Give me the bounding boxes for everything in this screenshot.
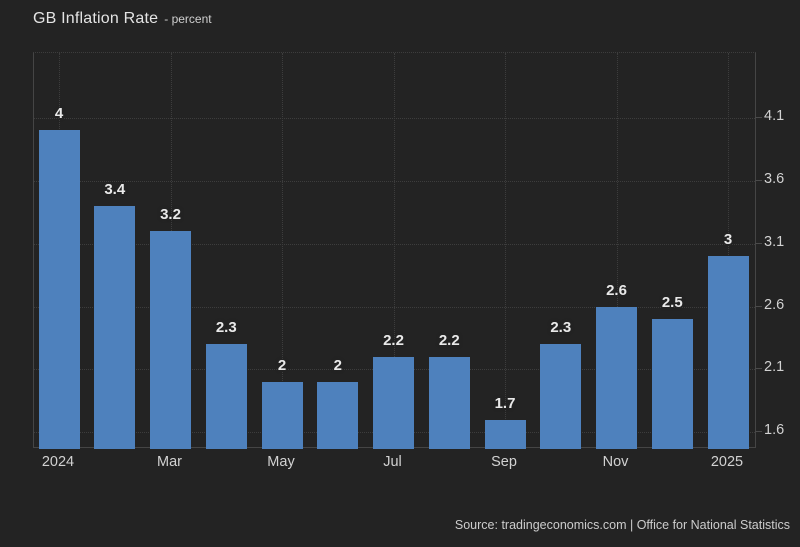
x-tick-label: Jul xyxy=(383,454,402,470)
bar-value-label: 2 xyxy=(333,357,342,375)
y-tick-label: 1.6 xyxy=(764,422,785,439)
y-axis-tick xyxy=(755,305,762,307)
bar-11[interactable] xyxy=(651,319,693,449)
v-gridline xyxy=(728,53,729,447)
y-tick-label: 3.1 xyxy=(764,233,785,250)
bar-value-label: 3.4 xyxy=(104,180,126,198)
y-tick-label: 4.1 xyxy=(764,107,785,124)
x-tick-label: Mar xyxy=(157,454,182,470)
bar-value-label: 3 xyxy=(723,231,733,249)
y-axis-tick xyxy=(755,116,762,118)
plot-area[interactable]: 4 3.4 3.2 2.3 2 2 2.2 2.2 1.7 2.3 2.6 2.5 3 xyxy=(33,52,756,449)
bar-value-label: 2.2 xyxy=(383,331,404,349)
bar-7[interactable] xyxy=(428,356,470,449)
bar-5[interactable] xyxy=(317,382,359,449)
bar-value-label: 2.3 xyxy=(215,319,237,337)
x-tick-label: May xyxy=(267,454,295,470)
v-gridline xyxy=(393,53,395,447)
x-tick-label: Sep xyxy=(491,454,517,470)
y-axis-tick xyxy=(755,368,762,370)
bar-9[interactable] xyxy=(540,344,582,449)
y-axis-tick xyxy=(755,179,762,181)
bar-4[interactable] xyxy=(261,382,303,449)
bar-2[interactable] xyxy=(150,230,191,449)
y-tick-label: 3.6 xyxy=(764,170,785,187)
bar-10[interactable] xyxy=(596,306,637,449)
v-gridline xyxy=(505,53,506,447)
chart-title: GB Inflation Rate xyxy=(33,10,159,27)
x-tick-label: 2024 xyxy=(41,454,75,470)
h-gridline xyxy=(34,117,755,119)
bar-value-label: 2 xyxy=(277,357,287,375)
h-gridline xyxy=(34,180,755,182)
bar-value-label: 2.5 xyxy=(661,294,683,312)
bar-value-label: 2.2 xyxy=(438,331,460,349)
y-tick-label: 2.1 xyxy=(764,359,785,376)
source-text: Source: tradingeconomics.com | Office fo… xyxy=(454,518,790,532)
bar-6[interactable] xyxy=(373,356,414,449)
bar-value-label: 3.2 xyxy=(160,205,181,223)
chart-subtitle: - percent xyxy=(164,12,212,26)
y-axis-tick xyxy=(755,242,762,244)
bar-value-label: 1.7 xyxy=(494,394,516,412)
y-tick-label: 2.6 xyxy=(764,296,785,313)
bar-value-label: 4 xyxy=(54,105,64,123)
bar-12[interactable] xyxy=(707,256,749,449)
x-tick-label: 2025 xyxy=(710,454,744,470)
chart-header: GB Inflation Rate - percent xyxy=(33,10,212,28)
bar-3[interactable] xyxy=(205,344,247,449)
h-gridline xyxy=(34,243,755,245)
bar-value-label: 2.3 xyxy=(550,319,572,337)
y-axis-tick xyxy=(755,431,762,433)
bar-0[interactable] xyxy=(38,130,80,449)
bar-8[interactable] xyxy=(484,419,526,449)
v-gridline xyxy=(616,53,618,447)
bar-value-label: 2.6 xyxy=(606,281,627,299)
v-gridline xyxy=(282,53,283,447)
x-tick-label: Nov xyxy=(602,454,629,470)
h-gridline xyxy=(34,306,755,308)
bar-1[interactable] xyxy=(94,205,136,449)
